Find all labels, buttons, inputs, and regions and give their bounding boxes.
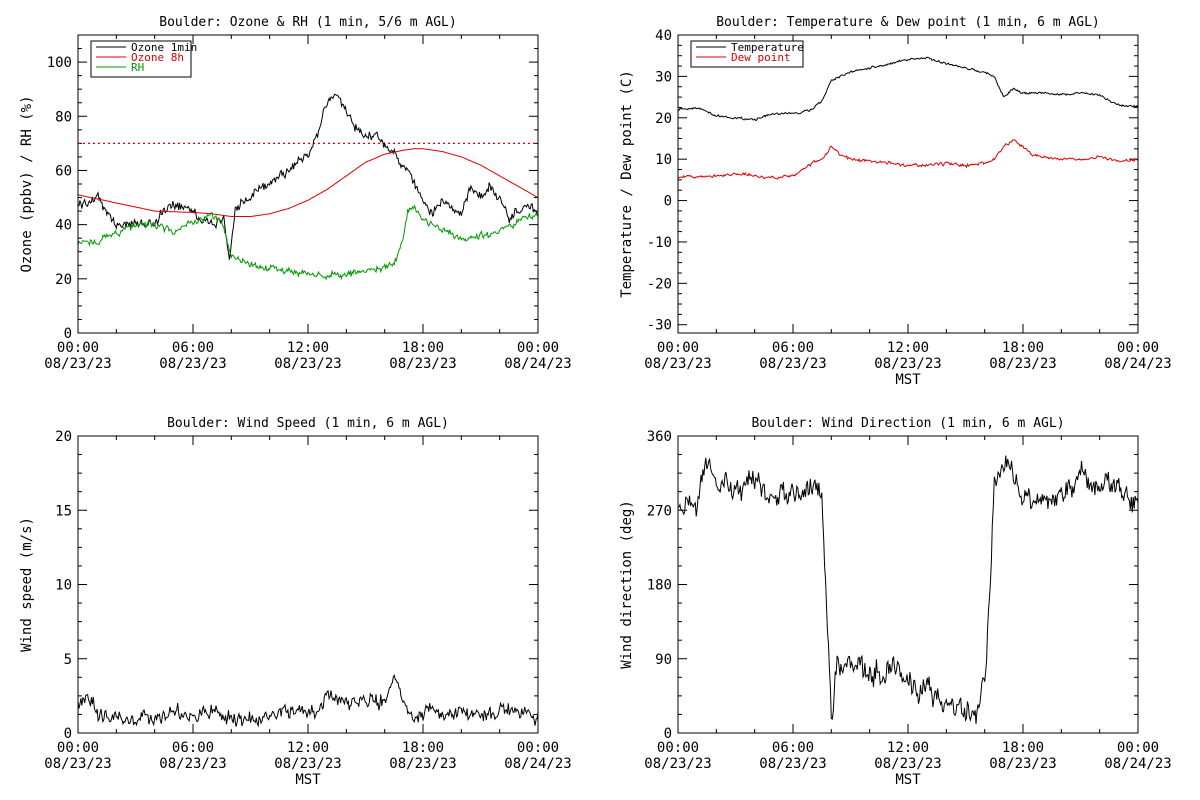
- x-tick-label: 00:00: [57, 340, 99, 356]
- series-line: [678, 56, 1138, 121]
- x-tick-date: 08/23/23: [44, 356, 111, 372]
- x-tick-label: 00:00: [57, 740, 99, 756]
- y-tick-label: 5: [64, 652, 72, 668]
- legend-label: Temperature: [731, 41, 804, 54]
- x-tick-date: 08/23/23: [989, 356, 1056, 372]
- x-tick-date: 08/23/23: [759, 756, 826, 772]
- x-tick-label: 00:00: [1117, 340, 1159, 356]
- y-tick-label: 60: [55, 163, 72, 179]
- x-tick-label: 12:00: [887, 740, 929, 756]
- y-tick-label: 0: [664, 726, 672, 742]
- x-tick-label: 12:00: [287, 740, 329, 756]
- y-tick-label: 20: [655, 111, 672, 127]
- x-tick-label: 00:00: [517, 740, 559, 756]
- chart-title: Boulder: Temperature & Dew point (1 min,…: [716, 15, 1100, 30]
- x-tick-date: 08/24/23: [1104, 356, 1171, 372]
- series-line: [78, 204, 538, 281]
- x-tick-label: 06:00: [172, 740, 214, 756]
- chart-title: Boulder: Wind Direction (1 min, 6 m AGL): [751, 416, 1064, 431]
- x-tick-date: 08/23/23: [989, 756, 1056, 772]
- wind-speed-panel: Boulder: Wind Speed (1 min, 6 m AGL) 0 5 10…: [19, 416, 572, 788]
- plot-frame: [677, 34, 1139, 334]
- y-tick-label: 40: [655, 28, 672, 44]
- y-axis-label: Temperature / Dew point (C): [619, 70, 635, 298]
- legend-box: [690, 40, 804, 68]
- y-tick-label: 360: [647, 429, 672, 445]
- series-line: [78, 148, 538, 217]
- y-tick-label: 40: [55, 218, 72, 234]
- y-tick-label: 0: [64, 326, 72, 342]
- legend-label: RH: [131, 61, 144, 74]
- series-line: [678, 455, 1138, 724]
- chart-title: Boulder: Ozone & RH (1 min, 5/6 m AGL): [159, 15, 456, 30]
- ozone-rh-panel: Boulder: Ozone & RH (1 min, 5/6 m AGL) 0 2…: [19, 15, 572, 372]
- series-line: [78, 93, 538, 260]
- x-axis-label: MST: [295, 772, 321, 788]
- x-tick-date: 08/24/23: [504, 756, 571, 772]
- x-tick-date: 08/23/23: [644, 756, 711, 772]
- x-tick-label: 18:00: [1002, 740, 1044, 756]
- legend-label: Dew point: [731, 51, 791, 64]
- x-tick-date: 08/24/23: [504, 356, 571, 372]
- x-tick-date: 08/24/23: [1104, 756, 1171, 772]
- plot-frame: [77, 435, 539, 734]
- y-tick-label: -20: [647, 276, 672, 292]
- y-tick-label: 0: [64, 726, 72, 742]
- x-tick-label: 00:00: [657, 740, 699, 756]
- x-tick-date: 08/23/23: [159, 756, 226, 772]
- x-tick-date: 08/23/23: [159, 356, 226, 372]
- x-tick-label: 00:00: [657, 340, 699, 356]
- x-tick-label: 18:00: [402, 740, 444, 756]
- y-axis-label: Ozone (ppbv) / RH (%): [19, 95, 35, 272]
- x-tick-label: 12:00: [887, 340, 929, 356]
- y-tick-label: 30: [655, 69, 672, 85]
- x-tick-label: 12:00: [287, 340, 329, 356]
- x-tick-date: 08/23/23: [759, 356, 826, 372]
- y-tick-label: 10: [655, 152, 672, 168]
- y-tick-label: 100: [47, 55, 72, 71]
- series-line: [678, 139, 1138, 180]
- x-tick-date: 08/23/23: [44, 756, 111, 772]
- x-axis-label: MST: [895, 372, 921, 388]
- temperature-dewpoint-panel: Boulder: Temperature & Dew point (1 min,…: [619, 15, 1172, 388]
- y-tick-label: 20: [55, 429, 72, 445]
- x-tick-label: 18:00: [1002, 340, 1044, 356]
- x-tick-date: 08/23/23: [389, 356, 456, 372]
- x-tick-label: 00:00: [517, 340, 559, 356]
- y-tick-label: 80: [55, 109, 72, 125]
- x-tick-date: 08/23/23: [389, 756, 456, 772]
- y-tick-label: 270: [647, 503, 672, 519]
- x-tick-date: 08/23/23: [274, 756, 341, 772]
- plot-frame: [677, 435, 1139, 734]
- x-tick-date: 08/23/23: [274, 356, 341, 372]
- plot-frame: [77, 34, 539, 334]
- y-tick-label: 0: [664, 194, 672, 210]
- chart-title: Boulder: Wind Speed (1 min, 6 m AGL): [167, 416, 449, 431]
- x-tick-label: 06:00: [172, 340, 214, 356]
- x-tick-label: 18:00: [402, 340, 444, 356]
- y-tick-label: 90: [655, 652, 672, 668]
- x-tick-date: 08/23/23: [874, 356, 941, 372]
- y-tick-label: -10: [647, 235, 672, 251]
- y-tick-label: 180: [647, 578, 672, 594]
- wind-direction-panel: Boulder: Wind Direction (1 min, 6 m AGL)…: [619, 416, 1172, 788]
- y-tick-label: 20: [55, 272, 72, 288]
- x-tick-date: 08/23/23: [644, 356, 711, 372]
- series-line: [78, 673, 538, 728]
- legend-label: Ozone 1min: [131, 41, 197, 54]
- x-tick-date: 08/23/23: [874, 756, 941, 772]
- legend-label: Ozone 8h: [131, 51, 184, 64]
- x-tick-label: 06:00: [772, 740, 814, 756]
- x-tick-label: 06:00: [772, 340, 814, 356]
- y-tick-label: 15: [55, 503, 72, 519]
- y-tick-label: 10: [55, 578, 72, 594]
- x-tick-label: 00:00: [1117, 740, 1159, 756]
- y-axis-label: Wind direction (deg): [619, 500, 635, 669]
- y-tick-label: -30: [647, 318, 672, 334]
- x-axis-label: MST: [895, 772, 921, 788]
- y-axis-label: Wind speed (m/s): [19, 517, 35, 652]
